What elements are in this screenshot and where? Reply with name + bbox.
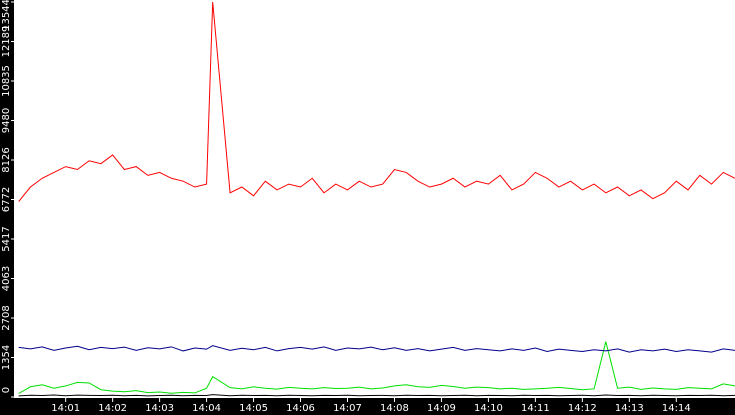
x-tick-label: 14:13: [615, 403, 644, 414]
y-tick-label: 6772: [1, 187, 12, 212]
series-line: [18, 394, 735, 397]
y-tick-label: 5417: [1, 226, 12, 251]
series-line: [18, 341, 735, 394]
y-tick-label: 9480: [1, 108, 12, 133]
x-tick-label: 14:04: [192, 403, 221, 414]
series-line: [18, 345, 735, 353]
x-tick-label: 14:07: [333, 403, 362, 414]
y-tick-label: 4063: [1, 266, 12, 291]
y-tick-label: 10835: [1, 65, 12, 97]
y-tick-label: 2708: [1, 305, 12, 330]
x-tick-label: 14:02: [98, 403, 127, 414]
y-axis-band: [0, 0, 14, 415]
x-tick-label: 14:03: [145, 403, 174, 414]
y-tick-label: 13544: [1, 0, 12, 31]
x-tick-label: 14:11: [521, 403, 550, 414]
y-tick-label: 0: [1, 387, 12, 393]
series-line: [18, 1, 735, 202]
x-tick-label: 14:05: [239, 403, 268, 414]
x-tick-label: 14:08: [380, 403, 409, 414]
x-axis-band: [0, 398, 735, 415]
x-tick-label: 14:12: [568, 403, 597, 414]
x-tick-label: 14:10: [474, 403, 503, 414]
x-tick-label: 14:09: [427, 403, 456, 414]
y-tick-label: 1354: [1, 345, 12, 370]
y-tick-label: 12189: [1, 26, 12, 58]
y-tick-label: 8126: [1, 147, 12, 172]
x-tick-label: 14:14: [662, 403, 691, 414]
x-tick-label: 14:06: [286, 403, 315, 414]
x-tick-label: 14:01: [51, 403, 80, 414]
